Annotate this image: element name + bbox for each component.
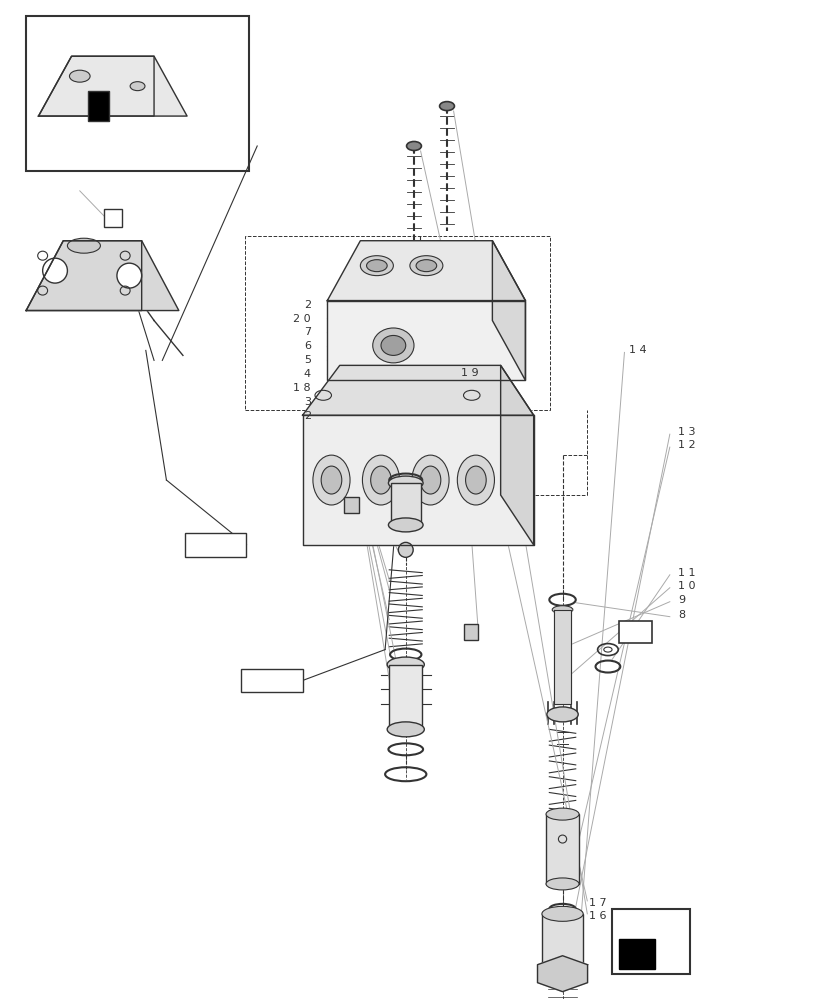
Ellipse shape [130,82,145,91]
Ellipse shape [457,455,494,505]
Text: 2 0: 2 0 [293,314,310,324]
Text: 8: 8 [677,610,685,620]
Ellipse shape [415,260,436,272]
Bar [611,909,690,974]
Text: 6: 6 [304,341,310,351]
Ellipse shape [370,466,391,494]
Polygon shape [618,939,654,969]
Text: 1 4: 1 4 [628,345,645,355]
Ellipse shape [366,260,387,272]
Polygon shape [26,241,179,311]
Ellipse shape [372,328,414,363]
Text: 9: 9 [677,595,685,605]
Ellipse shape [545,878,578,890]
Ellipse shape [465,466,485,494]
Text: 3: 3 [304,397,310,407]
Ellipse shape [412,455,448,505]
Ellipse shape [398,542,413,557]
Bar [463,624,478,640]
Bar [26,16,249,171]
Bar [88,91,108,121]
Text: 1: 1 [110,213,116,223]
Bar [343,497,358,513]
Text: 2: 2 [304,300,310,310]
Ellipse shape [552,606,572,614]
Ellipse shape [419,466,440,494]
Bar [389,665,422,729]
Bar [545,814,578,884]
Polygon shape [327,241,525,301]
Ellipse shape [387,657,423,672]
Polygon shape [302,415,533,545]
Bar [541,914,582,974]
Text: PAG. 1: PAG. 1 [198,540,232,550]
Ellipse shape [388,476,423,490]
Text: 4: 4 [304,369,310,379]
Bar [618,621,651,643]
Bar [103,209,122,227]
Text: 1 9: 1 9 [461,368,478,378]
Ellipse shape [545,808,578,820]
Ellipse shape [43,258,67,283]
Text: 1 7: 1 7 [588,898,606,908]
Bar [241,669,302,692]
Bar [245,236,549,410]
Ellipse shape [321,466,342,494]
Ellipse shape [409,256,442,276]
Ellipse shape [360,256,393,276]
Text: 15: 15 [628,627,641,637]
Bar [390,483,420,525]
Text: 2: 2 [304,411,310,421]
Polygon shape [302,365,533,415]
Text: 1 6: 1 6 [588,911,605,921]
Ellipse shape [388,518,423,532]
Text: 1 1: 1 1 [677,568,695,578]
Polygon shape [553,610,570,704]
Ellipse shape [117,263,141,288]
Polygon shape [327,301,525,380]
Text: 1 8: 1 8 [293,383,310,393]
Text: 5: 5 [304,355,310,365]
Ellipse shape [313,455,350,505]
Ellipse shape [362,455,399,505]
Text: PAG. 2: PAG. 2 [254,675,288,685]
Polygon shape [39,56,187,116]
Polygon shape [26,241,141,311]
Ellipse shape [546,707,577,722]
Ellipse shape [387,722,423,737]
Text: 7: 7 [304,327,310,337]
Ellipse shape [439,102,454,111]
Polygon shape [537,956,587,992]
Polygon shape [500,365,533,545]
Ellipse shape [541,906,582,921]
Text: 1 2: 1 2 [677,440,695,450]
Ellipse shape [69,70,90,82]
Ellipse shape [67,238,100,253]
Ellipse shape [380,335,405,355]
Text: 1 3: 1 3 [677,427,695,437]
Ellipse shape [406,141,421,150]
Polygon shape [492,241,525,380]
Text: 1 0: 1 0 [677,581,695,591]
Bar [184,533,246,557]
